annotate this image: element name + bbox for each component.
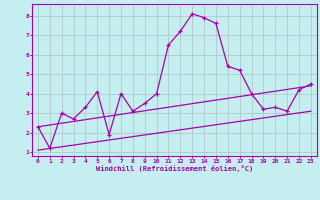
X-axis label: Windchill (Refroidissement éolien,°C): Windchill (Refroidissement éolien,°C): [96, 165, 253, 172]
